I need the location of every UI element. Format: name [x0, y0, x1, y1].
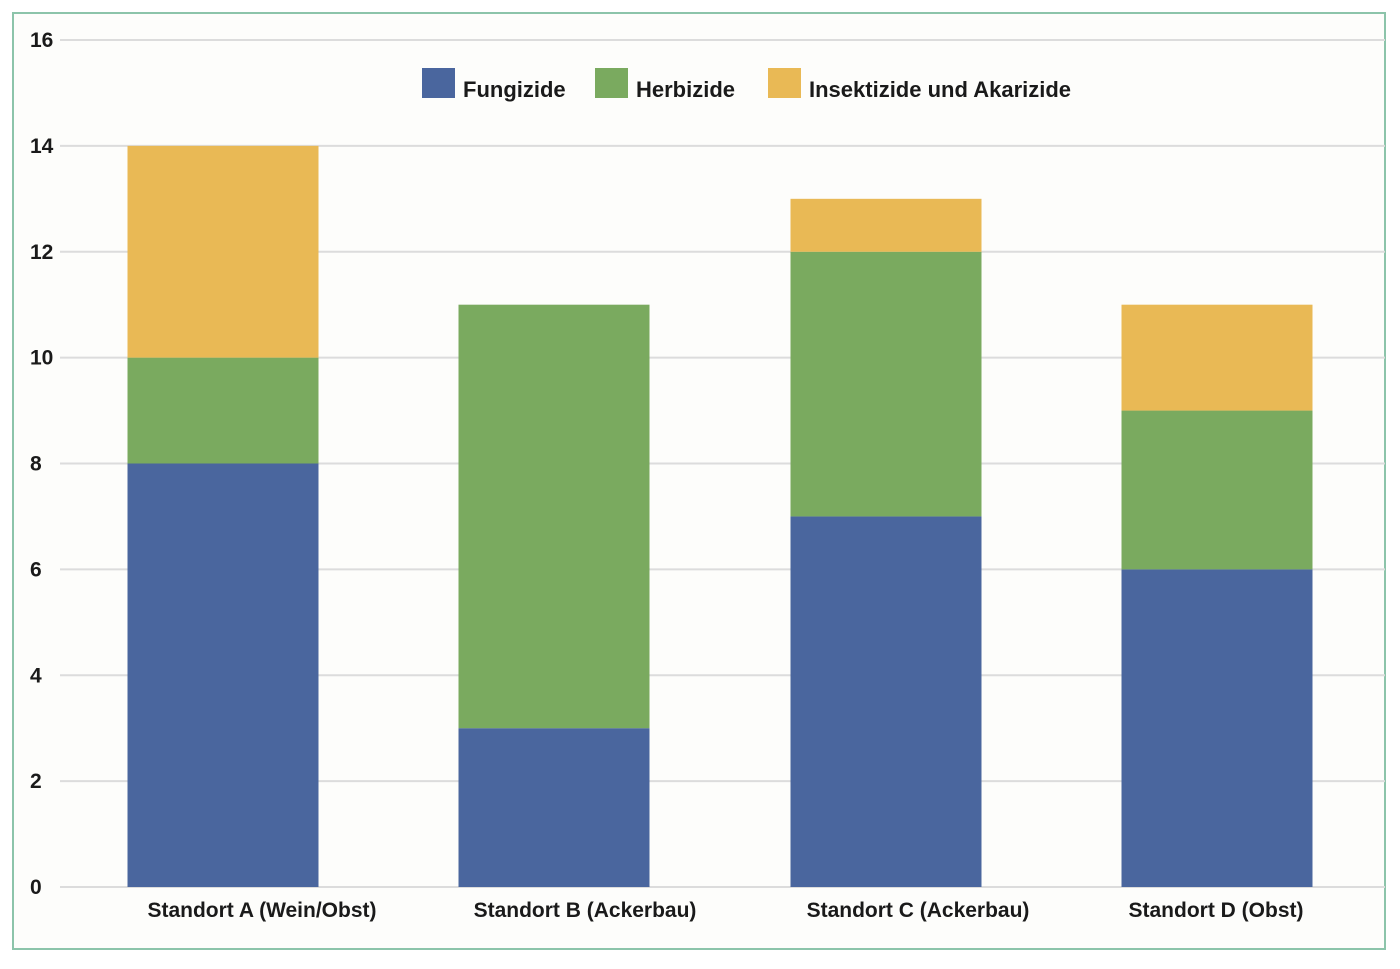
bar-segment-fungizide — [127, 463, 319, 887]
legend-swatch — [595, 68, 628, 98]
legend-label: Fungizide — [463, 77, 566, 102]
y-tick-label: 16 — [30, 29, 53, 52]
x-tick-label: Standort A (Wein/Obst) — [147, 899, 376, 922]
y-tick-label: 14 — [30, 135, 54, 158]
y-tick-label: 0 — [30, 876, 42, 899]
bar-segment-fungizide — [1121, 569, 1313, 887]
bars — [127, 145, 1313, 887]
x-tick-label: Standort C (Ackerbau) — [807, 899, 1030, 922]
legend-label: Herbizide — [636, 77, 735, 102]
y-axis-ticks: 0 2 4 6 8 10 12 14 16 — [30, 29, 54, 899]
legend-swatch — [422, 68, 455, 98]
x-tick-label: Standort D (Obst) — [1129, 899, 1304, 922]
y-tick-label: 10 — [30, 347, 53, 370]
y-tick-label: 6 — [30, 558, 42, 581]
bar-segment-herbizide — [790, 251, 982, 517]
y-tick-label: 8 — [30, 453, 42, 476]
x-axis-labels: Standort A (Wein/Obst) Standort B (Ackerb… — [147, 899, 1303, 922]
x-tick-label: Standort B (Ackerbau) — [474, 899, 697, 922]
bar-segment-fungizide — [458, 728, 650, 887]
y-tick-label: 2 — [30, 770, 42, 793]
bar-segment-fungizide — [790, 516, 982, 887]
y-tick-label: 4 — [30, 664, 42, 687]
legend: Fungizide Herbizide Insektizide und Akariz… — [422, 68, 1071, 102]
bar-segment-herbizide — [458, 304, 650, 729]
bar-segment-insektizide-und-akarizide — [1121, 304, 1313, 411]
y-tick-label: 12 — [30, 241, 53, 264]
bar-segment-insektizide-und-akarizide — [127, 145, 319, 358]
bar-segment-insektizide-und-akarizide — [790, 198, 982, 252]
legend-swatch — [768, 68, 801, 98]
bar-segment-herbizide — [127, 357, 319, 464]
legend-label: Insektizide und Akarizide — [809, 77, 1071, 102]
bar-segment-herbizide — [1121, 410, 1313, 570]
